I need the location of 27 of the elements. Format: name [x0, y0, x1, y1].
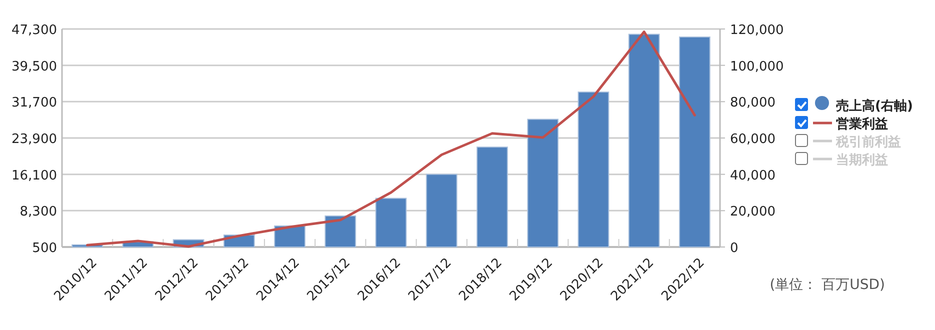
y-tick-label: 16,100	[12, 168, 57, 184]
y2-tick-label: 100,000	[730, 59, 784, 74]
y-tick-label: 23,900	[12, 132, 57, 147]
y2-tick-label: 0	[730, 241, 738, 256]
bar	[375, 198, 407, 248]
y2-tick-label: 80,000	[730, 96, 776, 111]
y-tick-label: 500	[32, 241, 57, 256]
y-tick-label: 31,700	[12, 96, 57, 111]
y-tick-label: 8,300	[20, 204, 57, 220]
y-tick-label: 39,500	[12, 59, 57, 74]
bar	[628, 34, 660, 248]
bar	[527, 118, 559, 248]
bar	[324, 215, 356, 248]
bar	[679, 36, 710, 248]
line-series	[86, 30, 696, 248]
bar	[426, 174, 458, 248]
y-tick-label: 47,300	[12, 23, 57, 38]
text: (単位： 百万USD)	[770, 277, 885, 293]
y2-tick-label: 20,000	[730, 204, 776, 220]
legend-label: 売上高(右軸)	[836, 98, 913, 114]
legend-label: 営業利益	[836, 116, 888, 132]
bar	[476, 146, 508, 248]
bar	[274, 225, 306, 248]
y2-tick-label: 120,000	[730, 23, 784, 38]
y2-tick-label: 60,000	[730, 132, 776, 147]
y2-tick-label: 40,000	[730, 168, 776, 184]
bar	[578, 92, 610, 248]
